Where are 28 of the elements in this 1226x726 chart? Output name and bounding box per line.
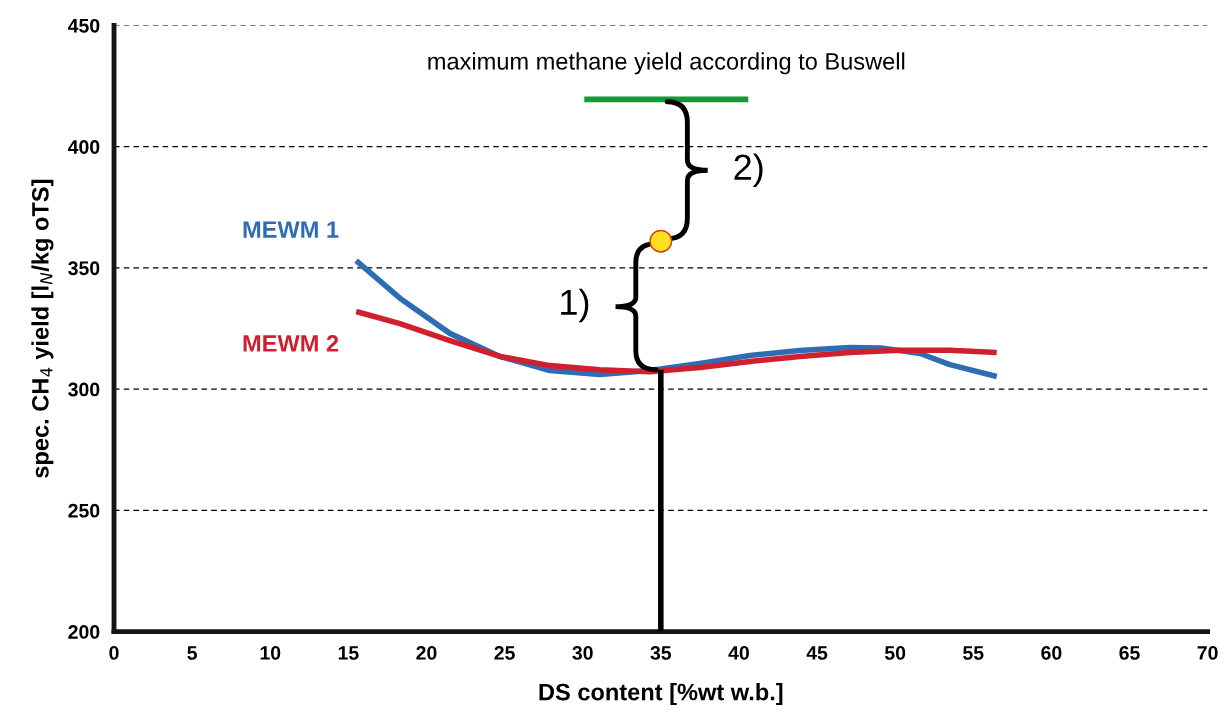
x-tick-label: 60 [1041,646,1062,660]
y-axis-title: spec. CH$_{4}$ yield [l$_{N}$/kg oTS] [31,179,54,478]
x-tick-label: 25 [494,646,515,660]
x-tick-label: 5 [187,646,197,660]
y-tick-label: 350 [68,261,100,276]
annotation: 1) [561,288,589,323]
x-tick-label: 65 [1119,646,1140,660]
y-tick-label: 200 [68,625,100,639]
series-label: MEWM 1 [243,221,339,238]
x-tick-label: 45 [806,646,828,660]
y-tick-label: 250 [68,503,100,518]
series-label: MEWM 2 [243,335,339,352]
x-tick-label: 20 [416,646,437,660]
x-tick-label: 40 [728,646,749,660]
x-tick-label: 70 [1197,646,1218,660]
x-axis-title: DS content [%wt w.b.] [539,683,783,706]
x-tick-label: 10 [260,646,281,660]
y-tick-label: 400 [67,140,100,154]
x-tick-label: 35 [650,646,672,660]
x-tick-label: 30 [572,646,593,660]
annotation: maximum methane yield according to Buswell [428,52,905,75]
y-tick-label: 450 [67,18,100,33]
x-tick-label: 15 [338,646,359,660]
annotation: 2) [734,153,763,188]
y-tick-label: 300 [68,382,100,397]
x-tick-label: 55 [963,646,984,660]
x-tick-label: 50 [884,646,906,660]
x-tick-label: 0 [109,646,119,660]
